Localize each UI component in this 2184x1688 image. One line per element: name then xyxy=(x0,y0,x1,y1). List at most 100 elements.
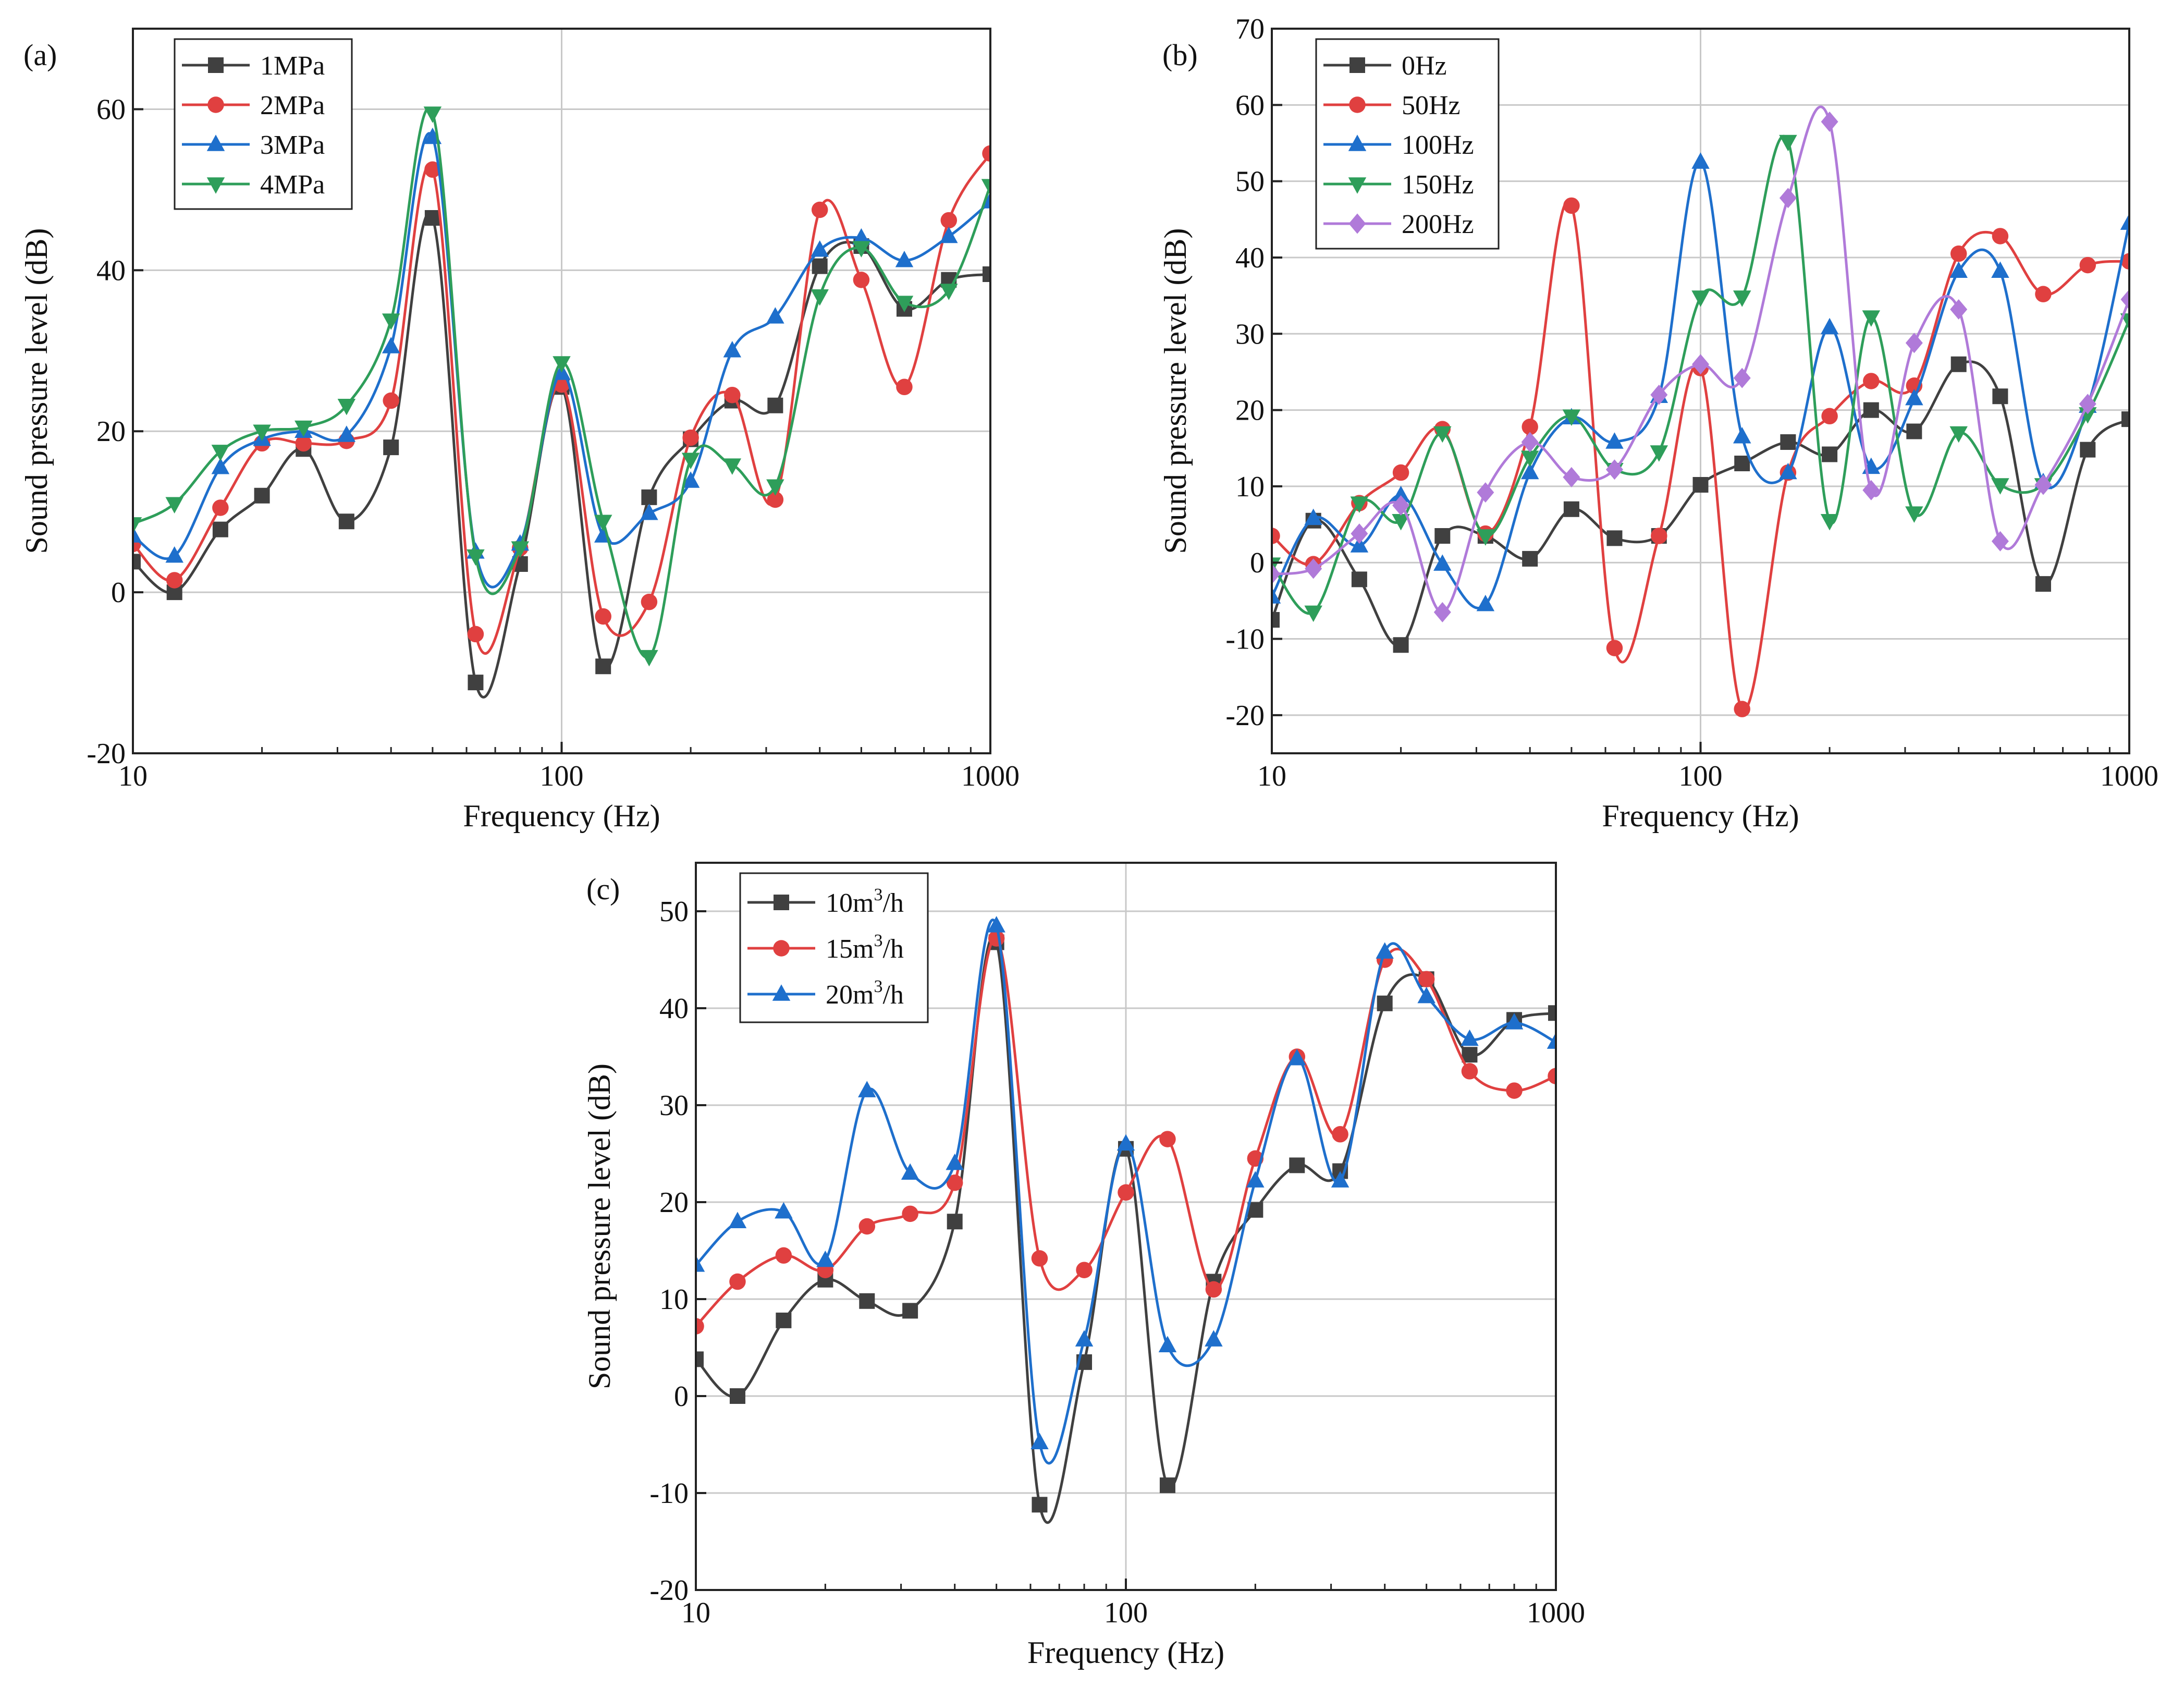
data-point xyxy=(211,457,230,474)
data-point xyxy=(511,541,530,558)
y-tick-label: 0 xyxy=(1250,547,1265,579)
data-point xyxy=(1272,528,1280,544)
data-point xyxy=(2080,442,2096,458)
data-point xyxy=(1905,388,1923,406)
legend-swatch-marker xyxy=(208,57,224,73)
series-20m3/h xyxy=(696,916,1556,1465)
y-tick-label: 30 xyxy=(1235,318,1265,350)
data-point xyxy=(1734,456,1750,471)
legend-label: 200Hz xyxy=(1402,210,1474,239)
legend-label: 0Hz xyxy=(1402,51,1447,81)
data-point xyxy=(2079,394,2096,414)
data-point xyxy=(640,650,658,667)
data-point xyxy=(166,572,183,589)
data-point xyxy=(1734,701,1750,717)
legend-label: 10m3/h xyxy=(826,885,904,918)
data-point xyxy=(1461,1063,1478,1080)
data-point xyxy=(1393,637,1409,653)
chart-panel-a: 10 100 1000 -20 0 20 40 60 Frequency (Hz) Sound p… xyxy=(19,28,1020,833)
data-point xyxy=(2079,256,2096,274)
data-point xyxy=(1548,1005,1556,1021)
panel-label: (c) xyxy=(586,872,620,906)
data-point xyxy=(295,420,313,437)
data-point xyxy=(133,517,142,534)
data-point xyxy=(338,513,354,530)
axis-ticks: 10 100 1000 -20 -10 0 10 20 30 40 50 xyxy=(649,896,1585,1629)
y-tick-label: -20 xyxy=(1225,700,1265,732)
data-point xyxy=(254,487,270,504)
data-point xyxy=(1433,426,1452,443)
series-4MPa xyxy=(133,106,990,667)
x-axis-label: Frequency (Hz) xyxy=(1027,1635,1224,1670)
data-point xyxy=(1331,1171,1349,1188)
data-point xyxy=(1332,1126,1348,1143)
data-point xyxy=(1032,1497,1048,1513)
data-point xyxy=(1433,602,1451,622)
legend-swatch-marker xyxy=(774,895,789,910)
legend-item: 20m3/h xyxy=(747,977,904,1010)
data-point xyxy=(946,1175,963,1191)
data-point xyxy=(1548,1068,1556,1084)
data-point xyxy=(767,491,784,508)
data-point xyxy=(424,161,441,178)
data-point xyxy=(1304,508,1322,525)
data-point xyxy=(165,497,183,513)
data-point xyxy=(2120,289,2129,310)
data-point xyxy=(1116,1134,1135,1151)
data-point xyxy=(812,258,828,274)
data-point xyxy=(1462,1047,1478,1063)
y-tick-label: 50 xyxy=(659,896,689,928)
legend-swatch-marker xyxy=(1349,96,1366,113)
legend-swatch-marker xyxy=(206,134,225,151)
data-point xyxy=(896,378,913,396)
data-point xyxy=(1205,1330,1223,1347)
data-point xyxy=(1351,523,1368,544)
data-point xyxy=(1377,995,1393,1011)
data-point xyxy=(1272,587,1281,604)
data-point xyxy=(940,284,958,300)
legend-swatch-marker xyxy=(773,940,790,957)
data-point xyxy=(1351,571,1367,588)
legend-swatch-marker xyxy=(1348,213,1366,234)
data-point xyxy=(1863,402,1879,418)
y-tick-label: 20 xyxy=(1235,395,1265,427)
legend: 10m3/h 15m3/h 20m3/h xyxy=(739,872,929,1023)
data-point xyxy=(1205,1281,1222,1298)
data-point xyxy=(1733,427,1751,444)
data-point xyxy=(1392,513,1410,531)
data-point xyxy=(1272,564,1281,584)
x-tick-label: 1000 xyxy=(1527,1597,1585,1629)
data-point xyxy=(1392,485,1410,503)
data-point xyxy=(1031,1250,1048,1267)
legend-swatch-marker xyxy=(1349,57,1365,73)
data-point xyxy=(1547,1032,1556,1049)
data-point xyxy=(1780,434,1796,450)
data-point xyxy=(1950,299,1968,320)
data-point xyxy=(947,1214,963,1230)
data-point xyxy=(382,313,400,330)
data-point xyxy=(212,499,229,516)
legend-suffix: /h xyxy=(882,934,903,964)
data-point xyxy=(1733,290,1751,307)
legend-suffix: /h xyxy=(882,980,903,1010)
data-point xyxy=(723,458,742,475)
data-point xyxy=(383,439,399,456)
data-point xyxy=(681,452,700,470)
data-point xyxy=(1376,942,1394,959)
data-point xyxy=(696,1255,705,1272)
data-point xyxy=(1605,432,1624,449)
data-point xyxy=(902,1205,918,1222)
legend-label: 50Hz xyxy=(1402,91,1461,120)
data-point xyxy=(1949,261,1968,278)
data-point xyxy=(2121,411,2129,427)
data-point xyxy=(1505,1013,1524,1030)
data-point xyxy=(775,1202,793,1219)
data-point xyxy=(1476,594,1495,611)
data-point xyxy=(895,251,914,267)
data-point xyxy=(1991,261,2009,278)
y-tick-label: -10 xyxy=(1225,623,1265,656)
legend-label: 2MPa xyxy=(260,91,325,120)
y-tick-label: 60 xyxy=(1235,89,1265,121)
data-point xyxy=(2035,286,2052,302)
